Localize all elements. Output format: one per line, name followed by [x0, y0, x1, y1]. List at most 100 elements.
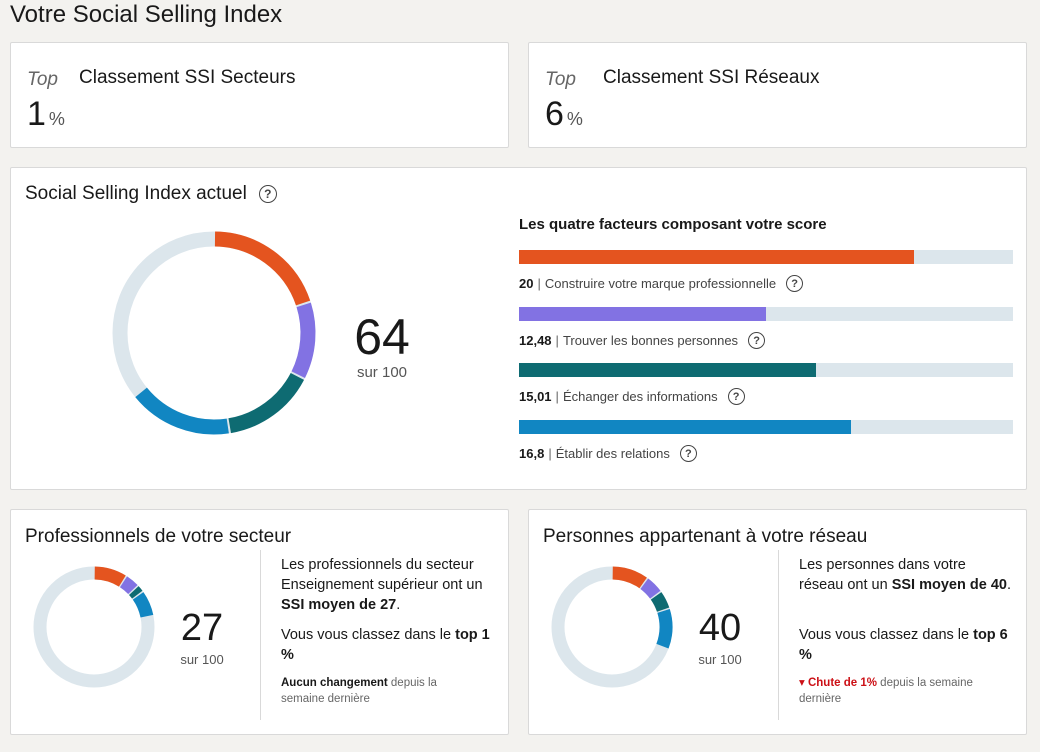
- rank-title: Classement SSI Secteurs: [79, 67, 296, 88]
- network-score-sub: sur 100: [698, 652, 742, 667]
- factor-value: 15,01: [519, 389, 552, 404]
- donut-segment: [640, 578, 661, 599]
- desc-text: Les professionnels du secteur Enseigneme…: [281, 557, 483, 593]
- rank-title: Classement SSI Réseaux: [603, 67, 820, 88]
- rank-bold: top 6 %: [799, 627, 1008, 663]
- question-circle-icon[interactable]: ?: [748, 332, 766, 349]
- sector-change: Aucun changement depuis la semaine derni…: [281, 675, 481, 707]
- network-score-value: 40: [698, 607, 742, 649]
- current-ssi-title: Social Selling Index actuel ?: [25, 183, 277, 205]
- page-title: Votre Social Selling Index: [10, 1, 283, 28]
- change-text: depuis la semaine dernière: [799, 677, 973, 705]
- ssi-score-value: 64: [354, 309, 410, 365]
- sector-score-sub: sur 100: [180, 652, 224, 667]
- rank-top-label: Top: [27, 69, 58, 90]
- rank-value: 6%: [545, 95, 583, 134]
- rank-bold: top 1 %: [281, 627, 490, 663]
- ssi-score-sub: sur 100: [356, 364, 408, 381]
- factor-label: 20 | Construire votre marque professionnel…: [519, 275, 1013, 292]
- factor-value: 12,48: [519, 333, 552, 348]
- separator: |: [537, 276, 541, 291]
- factor-label: 16,8 | Établir des relations?: [519, 445, 1013, 462]
- change-bold: Aucun changement: [281, 677, 388, 689]
- factor-label: 15,01 | Échanger des informations?: [519, 388, 1013, 405]
- network-description: Les personnes dans votre réseau ont un S…: [799, 555, 1014, 595]
- factor-value: 20: [519, 276, 534, 291]
- desc-bold: SSI moyen de 27: [281, 597, 397, 613]
- donut-segment: [650, 592, 670, 612]
- ssi-donut-chart: [112, 231, 316, 435]
- factor-people: 12,48 | Trouver les bonnes personnes?: [519, 307, 1013, 349]
- network-card: Personnes appartenant à votre réseau 40 …: [528, 509, 1027, 735]
- sector-rank: Vous vous classez dans le top 1 %: [281, 625, 501, 665]
- sector-donut-chart: [33, 566, 155, 688]
- factor-value: 16,8: [519, 446, 545, 461]
- current-ssi-title-text: Social Selling Index actuel: [25, 183, 247, 204]
- donut-segment: [656, 609, 673, 649]
- sector-rank-card: Top Classement SSI Secteurs 1%: [10, 42, 509, 148]
- rank-text: Vous vous classez dans le: [281, 627, 456, 643]
- rank-unit: %: [48, 109, 65, 129]
- rank-top-label: Top: [545, 69, 576, 90]
- donut-segment: [94, 566, 126, 587]
- network-rank: Vous vous classez dans le top 6 %: [799, 625, 1019, 665]
- network-donut-chart: [551, 566, 673, 688]
- donut-track: [33, 566, 155, 688]
- factor-bar-track: [519, 307, 1013, 321]
- sector-description: Les professionnels du secteur Enseigneme…: [281, 555, 501, 615]
- question-circle-icon[interactable]: ?: [258, 185, 277, 203]
- network-change: ▾ Chute de 1% depuis la semaine dernière: [799, 675, 1009, 707]
- factor-insights: 15,01 | Échanger des informations?: [519, 363, 1013, 405]
- factor-bar-fill: [519, 420, 851, 434]
- factor-brand: 20 | Construire votre marque professionnel…: [519, 250, 1013, 292]
- factor-bar-fill: [519, 250, 915, 264]
- sector-score: 27 sur 100: [162, 608, 242, 667]
- desc-text: Les personnes dans votre réseau ont un: [799, 557, 966, 593]
- sector-title: Professionnels de votre secteur: [25, 526, 292, 547]
- factor-name: Établir des relations: [555, 446, 670, 461]
- donut-segment: [214, 231, 311, 306]
- divider: [778, 550, 779, 720]
- network-score: 40 sur 100: [680, 608, 760, 667]
- rank-text: Vous vous classez dans le: [799, 627, 974, 643]
- factor-name: Construire votre marque professionnelle: [544, 276, 777, 291]
- rank-value: 1%: [27, 95, 65, 134]
- factor-bar-fill: [519, 307, 766, 321]
- sector-score-value: 27: [180, 607, 224, 649]
- factor-name: Échanger des informations: [562, 389, 718, 404]
- question-circle-icon[interactable]: ?: [727, 388, 745, 405]
- factors-title: Les quatre facteurs composant votre scor…: [519, 216, 827, 233]
- factor-bar-track: [519, 420, 1013, 434]
- current-ssi-card: Social Selling Index actuel ? 64 sur 100…: [10, 167, 1027, 490]
- network-rank-card: Top Classement SSI Réseaux 6%: [528, 42, 1027, 148]
- change-bold: ▾ Chute de 1%: [799, 677, 877, 689]
- factor-bar-track: [519, 250, 1013, 264]
- donut-segment: [119, 576, 138, 595]
- rank-number: 6: [545, 95, 564, 133]
- desc-bold: SSI moyen de 40: [891, 577, 1007, 593]
- factor-relationships: 16,8 | Établir des relations?: [519, 420, 1013, 462]
- ssi-score: 64 sur 100: [337, 310, 427, 381]
- donut-segment: [135, 387, 229, 435]
- donut-segment: [228, 372, 305, 434]
- factor-bar-fill: [519, 363, 816, 377]
- sector-card: Professionnels de votre secteur 27 sur 1…: [10, 509, 509, 735]
- separator: |: [555, 389, 559, 404]
- separator: |: [548, 446, 552, 461]
- network-title: Personnes appartenant à votre réseau: [543, 526, 868, 547]
- donut-segment: [291, 302, 316, 379]
- donut-segment: [132, 592, 154, 618]
- question-circle-icon[interactable]: ?: [679, 445, 697, 462]
- donut-segment: [128, 586, 143, 599]
- question-circle-icon[interactable]: ?: [786, 275, 804, 292]
- factor-label: 12,48 | Trouver les bonnes personnes?: [519, 332, 1013, 349]
- factor-name: Trouver les bonnes personnes: [562, 333, 739, 348]
- desc-end: .: [396, 597, 401, 613]
- factor-bar-track: [519, 363, 1013, 377]
- divider: [260, 550, 261, 720]
- rank-unit: %: [566, 109, 583, 129]
- separator: |: [555, 333, 559, 348]
- donut-segment: [612, 566, 647, 589]
- rank-number: 1: [27, 95, 46, 133]
- change-text: depuis la semaine dernière: [281, 677, 437, 705]
